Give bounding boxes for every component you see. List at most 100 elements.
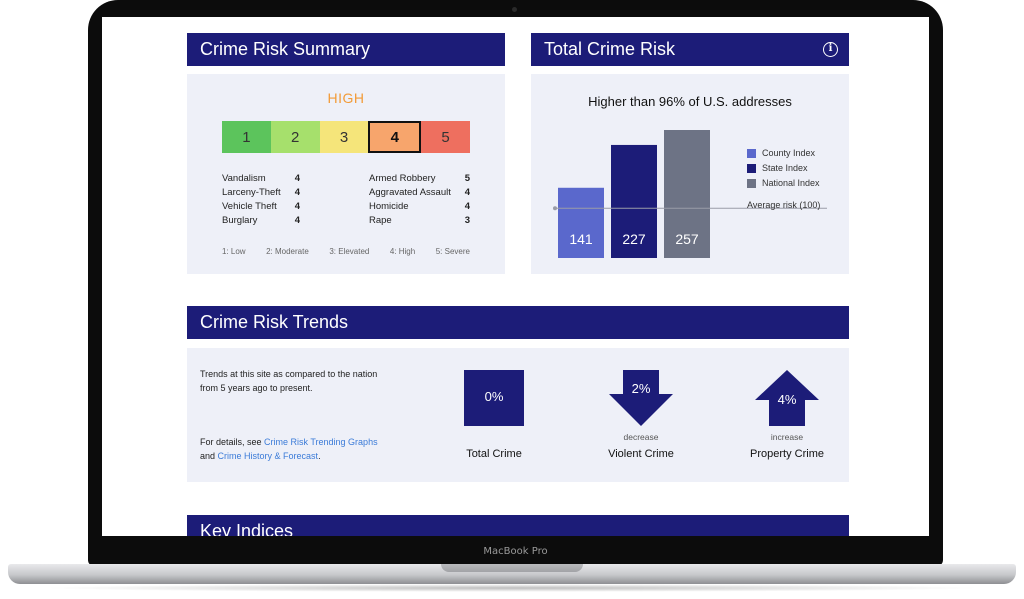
info-icon[interactable]: i (823, 42, 838, 57)
legend-swatch (747, 179, 756, 188)
laptop-model-label: MacBook Pro (483, 546, 548, 557)
crime-list-right: Armed Robbery 5 Aggravated Assault 4 Homic… (369, 172, 470, 228)
camera-icon (512, 7, 517, 12)
risk-level-label: HIGH (327, 90, 365, 106)
crime-value: 4 (294, 187, 300, 198)
crime-list-left: Vandalism 4 Larceny-Theft 4 Vehicle Theft 4… (222, 172, 300, 228)
legend-label: State Index (762, 163, 808, 173)
legend-item-county: County Index (747, 146, 820, 161)
laptop-base (8, 564, 1016, 584)
risk-scale-cell-5: 5 (421, 121, 470, 153)
risk-scale-cell-4: 4 (368, 121, 422, 153)
trend-total-crime: 0% Total Crime (434, 348, 554, 483)
total-crime-risk-card: Higher than 96% of U.S. addresses 141 227… (531, 74, 849, 274)
risk-scale-cell-3: 3 (319, 121, 369, 153)
average-risk-line-marker (553, 206, 557, 211)
crime-risk-trends-card: Trends at this site as compared to the n… (187, 348, 849, 482)
legend-label: County Index (762, 148, 816, 158)
crime-row: Rape 3 (369, 214, 470, 228)
laptop-shadow (40, 584, 984, 592)
crime-row: Vehicle Theft 4 (222, 200, 300, 214)
crime-risk-summary-header: Crime Risk Summary (187, 33, 505, 66)
crime-row: Larceny-Theft 4 (222, 186, 300, 200)
crime-value: 4 (294, 201, 300, 212)
risk-scale-cell-label: 4 (390, 128, 399, 146)
risk-scale-cell-label: 5 (441, 128, 450, 146)
crime-row: Aggravated Assault 4 (369, 186, 470, 200)
total-crime-risk-title: Total Crime Risk (544, 39, 676, 59)
crime-name: Larceny-Theft (222, 187, 281, 198)
trend-name: Property Crime (750, 448, 824, 460)
crime-risk-summary-title: Crime Risk Summary (200, 39, 371, 59)
screen: Crime Risk Summary HIGH 1 2 3 4 5 Vandal… (102, 17, 929, 536)
risk-scale-cell-1: 1 (222, 121, 271, 153)
risk-legend-item: 3: Elevated (329, 247, 370, 256)
bar-value-label: 141 (569, 231, 593, 247)
crime-value: 3 (464, 215, 470, 226)
laptop-lid: Crime Risk Summary HIGH 1 2 3 4 5 Vandal… (88, 0, 943, 566)
risk-scale-cell-label: 1 (242, 128, 251, 146)
crime-name: Burglary (222, 215, 258, 226)
key-indices-title: Key Indices (200, 521, 294, 536)
crime-risk-trending-graphs-link[interactable]: Crime Risk Trending Graphs (264, 437, 378, 447)
average-risk-label: Average risk (100) (747, 200, 821, 210)
legend-item-state: State Index (747, 161, 820, 176)
risk-legend-item: 5: Severe (435, 247, 470, 256)
trends-details-prefix: For details, see (200, 437, 265, 447)
bar-value-label: 257 (675, 231, 699, 247)
trends-details: For details, see Crime Risk Trending Gra… (200, 435, 440, 463)
trend-name: Violent Crime (608, 448, 674, 460)
arrow-up-icon (755, 370, 819, 426)
total-crime-risk-headline: Higher than 96% of U.S. addresses (588, 94, 792, 109)
risk-scale: 1 2 3 4 5 (222, 121, 470, 153)
crime-name: Aggravated Assault (369, 187, 451, 198)
legend-swatch (747, 164, 756, 173)
crime-value: 4 (464, 201, 470, 212)
risk-legend-item: 2: Moderate (266, 247, 309, 256)
crime-value: 4 (464, 187, 470, 198)
crime-row: Burglary 4 (222, 214, 300, 228)
crime-value: 4 (294, 215, 300, 226)
bar-value-label: 227 (622, 231, 646, 247)
bar-county-index (558, 187, 604, 258)
total-crime-risk-chart: 141 227 257 (553, 130, 827, 258)
legend-swatch (747, 149, 756, 158)
trend-value: 4% (777, 392, 797, 407)
legend-item-national: National Index (747, 176, 820, 191)
crime-value: 5 (464, 173, 470, 184)
trend-violent-crime: 2% decrease Violent Crime (581, 348, 701, 483)
trend-property-crime: 4% increase Property Crime (727, 348, 847, 483)
trend-name: Total Crime (466, 448, 522, 460)
total-crime-risk-header: Total Crime Risk i (531, 33, 849, 66)
crime-history-forecast-link[interactable]: Crime History & Forecast (217, 451, 319, 461)
square-icon (464, 370, 524, 426)
risk-scale-legend: 1: Low 2: Moderate 3: Elevated 4: High 5… (222, 247, 470, 256)
arrow-down-icon (609, 370, 673, 426)
risk-scale-cell-label: 3 (339, 128, 349, 146)
trends-intro: Trends at this site as compared to the n… (200, 369, 378, 393)
bar-national-index (664, 130, 710, 258)
laptop-notch (441, 564, 583, 572)
trend-value: 2% (631, 381, 651, 396)
crime-row: Armed Robbery 5 (369, 172, 470, 186)
chart-legend: County Index State Index National Index (747, 146, 820, 191)
crime-risk-trends-title: Crime Risk Trends (200, 312, 349, 332)
crime-row: Homicide 4 (369, 200, 470, 214)
crime-name: Homicide (369, 201, 409, 212)
trends-details-mid: and (200, 451, 218, 461)
trend-value: 0% (484, 389, 504, 404)
crime-name: Vandalism (222, 173, 266, 184)
bar-state-index (611, 144, 657, 258)
key-indices-header: Key Indices (187, 515, 849, 536)
legend-label: National Index (762, 178, 820, 188)
trend-direction: increase (770, 432, 804, 442)
crime-value: 4 (294, 173, 300, 184)
trend-direction: decrease (623, 432, 659, 442)
trends-details-suffix: . (318, 451, 321, 461)
crime-name: Rape (369, 215, 392, 226)
crime-name: Vehicle Theft (222, 201, 277, 212)
risk-scale-cell-label: 2 (291, 128, 300, 146)
risk-legend-item: 4: High (389, 247, 416, 256)
crime-name: Armed Robbery (369, 173, 436, 184)
crime-risk-summary-card: HIGH 1 2 3 4 5 Vandalism 4 Larceny-Theft 4… (187, 74, 505, 274)
